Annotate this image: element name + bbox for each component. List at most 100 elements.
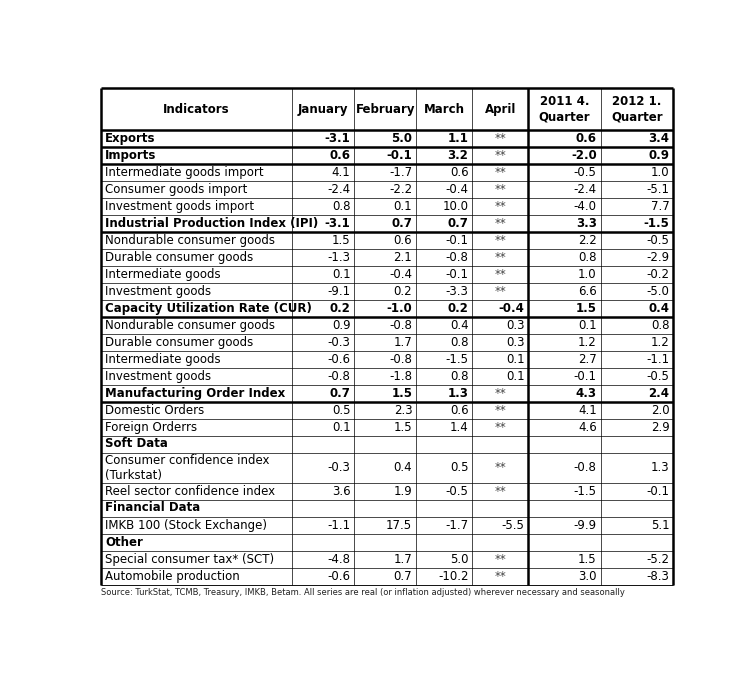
Text: February: February xyxy=(356,102,415,116)
Text: Source: TurkStat, TCMB, Treasury, IMKB, Betam. All series are real (or inflation: Source: TurkStat, TCMB, Treasury, IMKB, … xyxy=(100,588,624,597)
Text: Capacity Utilization Rate (CUR): Capacity Utilization Rate (CUR) xyxy=(105,302,312,315)
Text: Intermediate goods: Intermediate goods xyxy=(105,353,221,366)
Text: -2.4: -2.4 xyxy=(574,182,596,196)
Text: 0.8: 0.8 xyxy=(651,319,670,332)
Text: Manufacturing Order Index: Manufacturing Order Index xyxy=(105,387,285,400)
Text: -9.9: -9.9 xyxy=(574,519,596,532)
Text: -0.5: -0.5 xyxy=(646,370,670,383)
Text: 2012 1.
Quarter: 2012 1. Quarter xyxy=(611,95,663,123)
Text: 0.6: 0.6 xyxy=(576,132,596,145)
Text: 0.6: 0.6 xyxy=(450,404,468,417)
Text: 1.2: 1.2 xyxy=(651,336,670,349)
Text: 0.2: 0.2 xyxy=(329,302,350,315)
Text: Consumer confidence index
(Turkstat): Consumer confidence index (Turkstat) xyxy=(105,454,270,482)
Text: 1.4: 1.4 xyxy=(450,421,468,434)
Text: April: April xyxy=(485,102,516,116)
Text: 0.8: 0.8 xyxy=(450,336,468,349)
Text: -1.8: -1.8 xyxy=(390,370,412,383)
Text: Automobile production: Automobile production xyxy=(105,570,240,583)
Text: Durable consumer goods: Durable consumer goods xyxy=(105,251,254,264)
Text: Investment goods: Investment goods xyxy=(105,370,211,383)
Text: 0.6: 0.6 xyxy=(450,166,468,178)
Text: March: March xyxy=(424,102,465,116)
Text: -4.0: -4.0 xyxy=(574,200,596,213)
Text: Investment goods: Investment goods xyxy=(105,285,211,297)
Text: -0.6: -0.6 xyxy=(328,570,350,583)
Text: -1.7: -1.7 xyxy=(389,166,412,178)
Text: -10.2: -10.2 xyxy=(438,570,468,583)
Text: 3.6: 3.6 xyxy=(331,485,350,498)
Text: 1.5: 1.5 xyxy=(331,234,350,247)
Text: 6.6: 6.6 xyxy=(578,285,596,297)
Text: 0.6: 0.6 xyxy=(329,149,350,162)
Text: Financial Data: Financial Data xyxy=(105,501,201,514)
Text: Intermediate goods import: Intermediate goods import xyxy=(105,166,263,178)
Text: 2.4: 2.4 xyxy=(649,387,670,400)
Text: -3.3: -3.3 xyxy=(445,285,468,297)
Text: -3.1: -3.1 xyxy=(325,217,350,229)
Text: -3.1: -3.1 xyxy=(325,132,350,145)
Text: Intermediate goods: Intermediate goods xyxy=(105,268,221,281)
Text: 0.4: 0.4 xyxy=(649,302,670,315)
Text: Imports: Imports xyxy=(105,149,156,162)
Text: 0.1: 0.1 xyxy=(331,268,350,281)
Text: Investment goods import: Investment goods import xyxy=(105,200,254,213)
Text: **: ** xyxy=(495,404,506,417)
Text: 2011 4.
Quarter: 2011 4. Quarter xyxy=(538,95,590,123)
Text: -8.3: -8.3 xyxy=(646,570,670,583)
Text: 17.5: 17.5 xyxy=(386,519,412,532)
Text: Nondurable consumer goods: Nondurable consumer goods xyxy=(105,234,276,247)
Text: -2.2: -2.2 xyxy=(389,182,412,196)
Text: 0.4: 0.4 xyxy=(450,319,468,332)
Text: -5.5: -5.5 xyxy=(501,519,525,532)
Text: -0.1: -0.1 xyxy=(646,485,670,498)
Text: Domestic Orders: Domestic Orders xyxy=(105,404,205,417)
Text: 2.2: 2.2 xyxy=(578,234,596,247)
Text: 2.7: 2.7 xyxy=(578,353,596,366)
Text: **: ** xyxy=(495,132,506,145)
Text: 3.4: 3.4 xyxy=(649,132,670,145)
Text: 0.1: 0.1 xyxy=(331,421,350,434)
Text: Foreign Orderrs: Foreign Orderrs xyxy=(105,421,197,434)
Text: **: ** xyxy=(495,285,506,297)
Text: **: ** xyxy=(495,268,506,281)
Text: -1.5: -1.5 xyxy=(445,353,468,366)
Text: 3.0: 3.0 xyxy=(578,570,596,583)
Text: -0.3: -0.3 xyxy=(328,462,350,474)
Text: Indicators: Indicators xyxy=(163,102,230,116)
Text: -0.4: -0.4 xyxy=(498,302,525,315)
Text: 0.1: 0.1 xyxy=(506,370,525,383)
Text: 2.1: 2.1 xyxy=(393,251,412,264)
Text: 1.5: 1.5 xyxy=(576,302,596,315)
Text: **: ** xyxy=(495,200,506,213)
Text: 1.7: 1.7 xyxy=(393,553,412,566)
Text: 1.5: 1.5 xyxy=(578,553,596,566)
Text: 4.6: 4.6 xyxy=(578,421,596,434)
Text: Nondurable consumer goods: Nondurable consumer goods xyxy=(105,319,276,332)
Text: 0.3: 0.3 xyxy=(506,319,525,332)
Text: -2.4: -2.4 xyxy=(327,182,350,196)
Text: 1.0: 1.0 xyxy=(651,166,670,178)
Text: -0.8: -0.8 xyxy=(390,353,412,366)
Text: 5.1: 5.1 xyxy=(651,519,670,532)
Text: 2.9: 2.9 xyxy=(651,421,670,434)
Text: **: ** xyxy=(495,182,506,196)
Text: 0.6: 0.6 xyxy=(393,234,412,247)
Text: Durable consumer goods: Durable consumer goods xyxy=(105,336,254,349)
Text: **: ** xyxy=(495,217,506,229)
Text: Consumer goods import: Consumer goods import xyxy=(105,182,248,196)
Text: 0.8: 0.8 xyxy=(578,251,596,264)
Text: 5.0: 5.0 xyxy=(391,132,412,145)
Text: **: ** xyxy=(495,485,506,498)
Text: **: ** xyxy=(495,251,506,264)
Text: -1.5: -1.5 xyxy=(574,485,596,498)
Text: 0.1: 0.1 xyxy=(506,353,525,366)
Text: -4.8: -4.8 xyxy=(328,553,350,566)
Text: -0.8: -0.8 xyxy=(445,251,468,264)
Text: 2.0: 2.0 xyxy=(651,404,670,417)
Text: 0.1: 0.1 xyxy=(578,319,596,332)
Text: 4.1: 4.1 xyxy=(578,404,596,417)
Text: 1.5: 1.5 xyxy=(393,421,412,434)
Text: -1.0: -1.0 xyxy=(387,302,412,315)
Text: 0.7: 0.7 xyxy=(329,387,350,400)
